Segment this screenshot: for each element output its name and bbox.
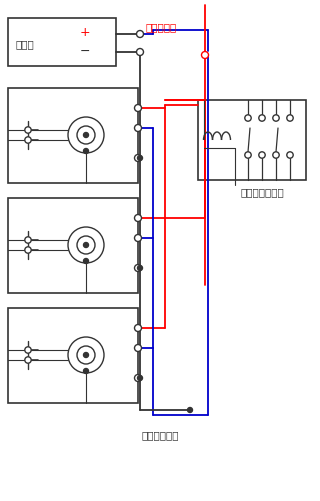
Bar xyxy=(8,18,116,66)
Bar xyxy=(198,100,306,180)
Circle shape xyxy=(134,375,141,381)
Circle shape xyxy=(287,115,293,121)
Circle shape xyxy=(84,242,89,247)
Circle shape xyxy=(77,346,95,364)
Circle shape xyxy=(84,132,89,137)
Text: ブザー: ブザー xyxy=(16,39,35,49)
Circle shape xyxy=(287,152,293,158)
Circle shape xyxy=(138,376,142,380)
Circle shape xyxy=(259,115,265,121)
Circle shape xyxy=(137,49,143,56)
Circle shape xyxy=(245,152,251,158)
Circle shape xyxy=(25,247,31,253)
Bar xyxy=(8,88,138,183)
Circle shape xyxy=(134,105,141,112)
Circle shape xyxy=(77,126,95,144)
Circle shape xyxy=(134,345,141,352)
Circle shape xyxy=(25,357,31,363)
Circle shape xyxy=(134,214,141,221)
Text: 電源マイナス: 電源マイナス xyxy=(141,430,179,440)
Circle shape xyxy=(77,236,95,254)
Text: リレースイッチ: リレースイッチ xyxy=(240,187,284,197)
Circle shape xyxy=(25,127,31,133)
Circle shape xyxy=(134,325,141,332)
Bar xyxy=(8,308,138,403)
Circle shape xyxy=(25,137,31,143)
Circle shape xyxy=(138,155,142,160)
Circle shape xyxy=(259,152,265,158)
Circle shape xyxy=(245,115,251,121)
Circle shape xyxy=(68,227,104,263)
Circle shape xyxy=(84,259,89,264)
Circle shape xyxy=(25,237,31,243)
Circle shape xyxy=(137,31,143,38)
Circle shape xyxy=(273,115,279,121)
Circle shape xyxy=(84,148,89,153)
Circle shape xyxy=(188,407,193,412)
Circle shape xyxy=(134,125,141,131)
Text: −: − xyxy=(80,45,91,58)
Bar xyxy=(8,198,138,293)
Circle shape xyxy=(273,152,279,158)
Text: 電源プラス: 電源プラス xyxy=(145,22,176,32)
Circle shape xyxy=(25,347,31,353)
Circle shape xyxy=(68,337,104,373)
Circle shape xyxy=(84,369,89,374)
Text: +: + xyxy=(80,26,91,39)
Circle shape xyxy=(134,154,141,161)
Circle shape xyxy=(138,266,142,271)
Circle shape xyxy=(84,353,89,358)
Circle shape xyxy=(68,117,104,153)
Circle shape xyxy=(134,234,141,241)
Circle shape xyxy=(202,52,209,59)
Circle shape xyxy=(134,265,141,272)
